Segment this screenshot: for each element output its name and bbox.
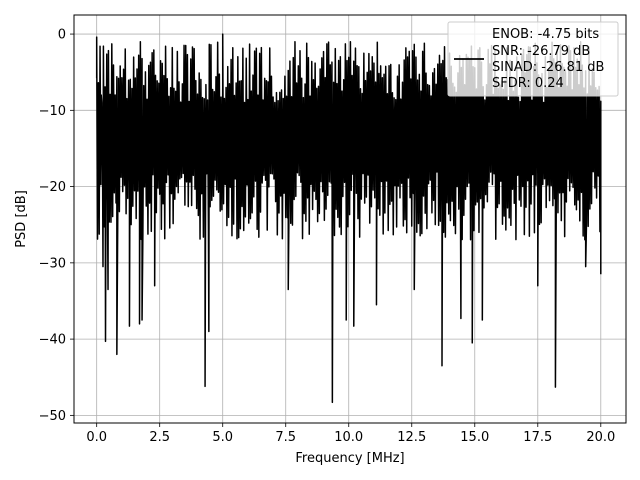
data-layer [95, 33, 602, 404]
x-tick-label: 2.5 [149, 430, 170, 445]
y-tick-label: −30 [39, 256, 66, 271]
legend-snr: SNR: -26.79 dB [492, 44, 590, 59]
y-axis-label: PSD [dB] [14, 190, 29, 248]
x-tick-label: 0.0 [86, 430, 107, 445]
psd-series-line [95, 33, 602, 404]
x-tick-label: 10.0 [334, 430, 363, 445]
axes-frame [73, 14, 627, 424]
legend-sfdr: SFDR: 0.24 [492, 76, 564, 91]
x-axis-label: Frequency [MHz] [295, 451, 404, 466]
x-tick-label: 15.0 [460, 430, 489, 445]
legend-box [447, 21, 619, 97]
y-tick-label: −40 [39, 333, 66, 348]
ticks: 0.0 2.5 5.0 7.5 10.0 12.5 15.0 17.5 20.0 0 −10 −20 −… [39, 28, 616, 445]
legend: ENOB: -4.75 bits SNR: -26.79 dB SINAD: -… [447, 21, 619, 97]
y-tick-label: −50 [39, 409, 66, 424]
x-tick-label: 7.5 [275, 430, 296, 445]
y-tick-label: −20 [39, 180, 66, 195]
y-tick-label: 0 [58, 28, 66, 43]
legend-sinad: SINAD: -26.81 dB [492, 60, 604, 75]
x-tick-label: 12.5 [397, 430, 426, 445]
x-tick-label: 5.0 [212, 430, 233, 445]
legend-enob: ENOB: -4.75 bits [492, 27, 599, 42]
y-tick-label: −10 [39, 104, 66, 119]
x-tick-label: 17.5 [523, 430, 552, 445]
x-tick-label: 20.0 [586, 430, 615, 445]
